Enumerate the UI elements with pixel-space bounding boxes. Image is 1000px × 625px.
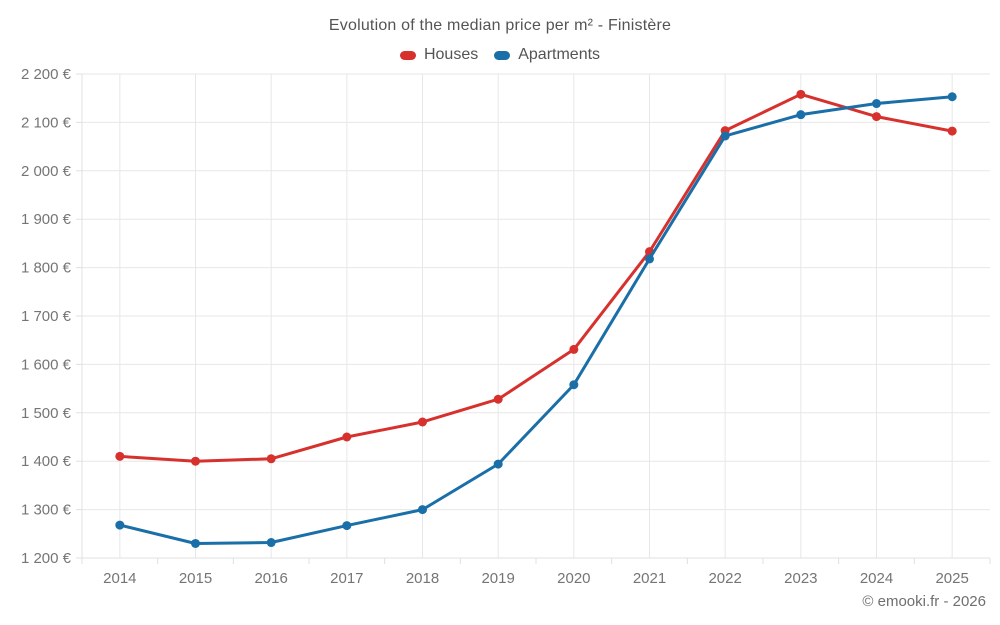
data-point-houses-2018[interactable] — [418, 417, 427, 427]
data-point-apartments-2021[interactable] — [645, 254, 654, 264]
data-point-houses-2017[interactable] — [342, 432, 352, 442]
data-point-houses-2016[interactable] — [266, 454, 276, 464]
data-point-apartments-2018[interactable] — [418, 505, 427, 515]
series-houses — [115, 89, 957, 466]
data-point-houses-2014[interactable] — [115, 451, 125, 461]
x-tick-label: 2018 — [406, 570, 439, 587]
data-point-apartments-2023[interactable] — [796, 110, 806, 120]
data-point-apartments-2019[interactable] — [493, 459, 503, 469]
axes — [76, 73, 991, 564]
legend-item-houses[interactable]: Houses — [399, 46, 479, 64]
data-point-apartments-2025[interactable] — [947, 92, 957, 102]
data-point-houses-2019[interactable] — [493, 394, 503, 404]
data-point-apartments-2022[interactable] — [720, 131, 730, 141]
y-tick-label: 2 100 € — [21, 114, 72, 131]
x-tick-label: 2023 — [784, 570, 817, 587]
y-tick-label: 1 800 € — [21, 260, 72, 277]
legend-label-houses: Houses — [423, 46, 479, 63]
y-tick-label: 1 500 € — [21, 405, 72, 422]
data-point-houses-2024[interactable] — [872, 112, 881, 122]
data-point-houses-2023[interactable] — [796, 89, 806, 99]
data-point-houses-2020[interactable] — [569, 344, 579, 354]
y-tick-label: 1 600 € — [21, 356, 72, 373]
y-tick-label: 2 200 € — [21, 66, 72, 83]
series-apartments-line — [118, 95, 954, 545]
series-apartments — [115, 92, 957, 548]
x-tick-label: 2015 — [179, 570, 212, 587]
x-tick-label: 2021 — [633, 570, 666, 587]
y-tick-label: 1 300 € — [21, 502, 72, 519]
x-tick-label: 2014 — [103, 570, 136, 587]
legend-item-apartments[interactable]: Apartments — [494, 46, 600, 64]
x-tick-label: 2022 — [708, 570, 741, 587]
data-point-houses-2015[interactable] — [191, 456, 200, 466]
x-tick-label: 2020 — [557, 570, 590, 587]
x-axis-labels: 2014 2015 2016 2017 2018 2019 2020 2021 2022 2023… — [103, 570, 969, 587]
data-point-apartments-2017[interactable] — [342, 521, 352, 531]
x-tick-label: 2017 — [330, 570, 363, 587]
x-tick-label: 2016 — [254, 570, 287, 587]
y-tick-label: 1 900 € — [21, 211, 72, 228]
houses-swatch-icon — [399, 50, 416, 60]
y-tick-label: 1 700 € — [21, 308, 72, 325]
y-tick-label: 2 000 € — [21, 163, 72, 180]
y-tick-label: 1 200 € — [21, 550, 72, 567]
legend-label-apartments: Apartments — [518, 46, 601, 63]
copyright-footer: © emooki.fr - 2026 — [862, 593, 986, 610]
data-point-apartments-2014[interactable] — [115, 520, 125, 530]
chart-legend: Houses Apartments — [0, 46, 1000, 64]
chart-title: Evolution of the median price per m² - F… — [328, 17, 672, 34]
x-tick-label: 2024 — [860, 570, 893, 587]
y-axis-labels: 1 200 € 1 300 € 1 400 € 1 500 € 1 600 € 1 700… — [21, 66, 72, 567]
gridlines — [82, 73, 990, 559]
x-tick-label: 2019 — [481, 570, 514, 587]
y-tick-label: 1 400 € — [21, 453, 72, 470]
data-point-apartments-2016[interactable] — [266, 538, 276, 548]
data-point-houses-2025[interactable] — [947, 126, 957, 136]
data-point-apartments-2015[interactable] — [191, 538, 200, 548]
data-point-apartments-2024[interactable] — [872, 99, 881, 109]
x-tick-label: 2025 — [935, 570, 968, 587]
data-point-apartments-2020[interactable] — [569, 380, 579, 390]
apartments-swatch-icon — [494, 50, 511, 60]
series-houses-line — [118, 92, 954, 463]
